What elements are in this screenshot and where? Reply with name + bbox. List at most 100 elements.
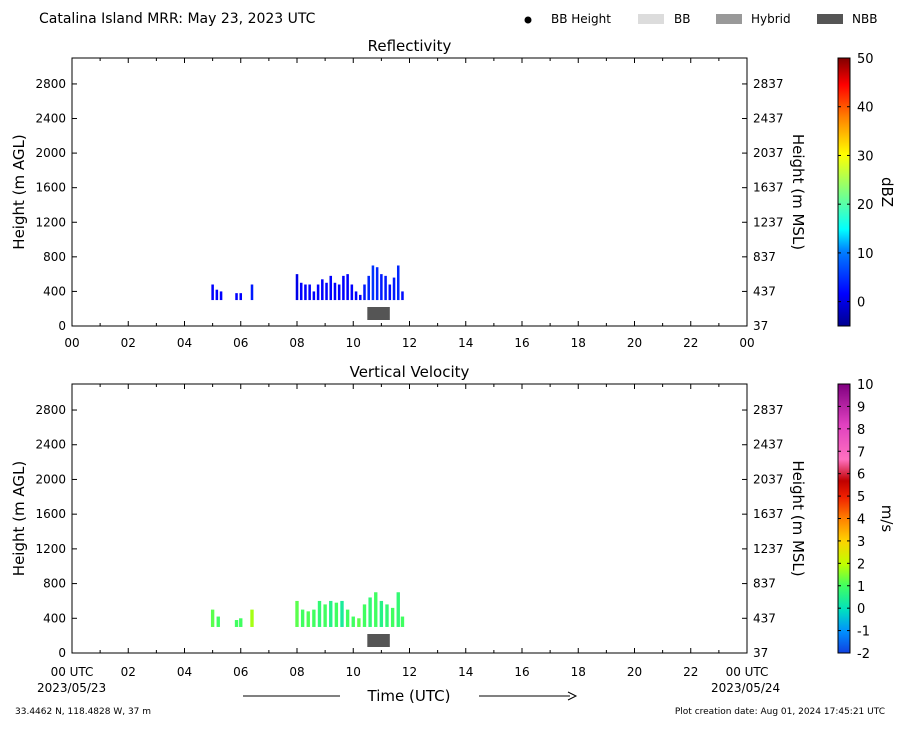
x-tick-label: 18 [571,336,586,350]
echo-column [329,275,333,301]
y-tick-label-right: 1237 [753,215,784,229]
colorbar-tick-label: 9 [857,400,865,415]
x-tick-label: 14 [458,336,473,350]
y-tick-label-right: 837 [753,250,776,264]
echo-column [210,609,215,627]
panel-title: Vertical Velocity [350,363,470,381]
y-tick-label-right: 37 [753,646,768,660]
echo-column [250,609,254,627]
legend-nbb-label: NBB [852,12,877,26]
echo-column [351,616,355,627]
vertical-velocity-panel: Vertical Velocity 0 37 400 437 800 837 1200 1237… [10,363,807,679]
x-tick-label: 18 [571,665,586,679]
echo-column [345,609,350,627]
echo-column [388,284,392,301]
y-tick-label-left: 1200 [35,542,66,556]
y-tick-label-left: 800 [43,250,66,264]
x-tick-label: 08 [289,336,304,350]
echo-column [342,275,345,301]
echo-column [390,607,395,627]
echo-column [346,274,349,301]
echo-column [368,597,372,627]
figure-title: Catalina Island MRR: May 23, 2023 UTC [39,11,316,27]
echo-column [337,284,341,301]
echo-column [329,600,333,627]
x-tick-label: 08 [289,665,304,679]
echo-column [367,275,370,301]
echo-column [312,609,316,627]
x-tick-label: 02 [121,336,136,350]
echo-column [334,602,339,627]
echo-column [325,282,328,301]
reflectivity-colorbar: 0 10 20 30 40 50 dBZ [837,52,896,327]
nbb-indicator-bar [367,307,390,320]
y-tick-label-left: 1600 [35,507,66,521]
colorbar-tick-label: 4 [857,513,865,528]
echo-column [401,291,404,301]
x-tick-label: 00 UTC [726,665,769,679]
colorbar-tick-label: 0 [857,296,865,311]
echo-column [250,284,254,301]
legend-hybrid-swatch [716,14,742,24]
plot-frame [71,57,748,327]
y-tick-label-left: 2800 [35,403,66,417]
bb-legend: BB Height BB Hybrid NBB [524,12,877,26]
y-tick-label-left: 2000 [35,472,66,486]
velocity-colorbar: -2 -1 0 1 2 3 4 5 6 7 8 9 10 m/s [837,378,896,662]
y-tick-label-right: 437 [753,284,776,298]
echo-column [295,274,299,301]
echo-column [333,282,337,301]
y-tick-label-right: 2837 [753,77,784,91]
colorbar-tick-label: -1 [857,625,870,640]
x-tick-label: 10 [346,336,361,350]
echo-column [234,620,239,627]
echo-column [363,284,366,301]
y-tick-label-left: 0 [58,319,66,333]
y-tick-label-right: 2037 [753,472,784,486]
y-tick-label-right: 2837 [753,403,784,417]
colorbar-tick-label: 7 [857,445,865,460]
x-tick-label: 06 [233,336,248,350]
x-tick-label: 14 [458,665,473,679]
y-tick-label-right: 437 [753,611,776,625]
y-tick-label-right: 2437 [753,438,784,452]
echo-column [316,284,320,301]
echo-column [396,592,400,627]
x-tick-label: 00 [739,336,754,350]
echo-column [323,604,327,627]
y-axis-label-left: Height (m AGL) [10,134,28,249]
echo-column [321,279,324,301]
legend-nbb-swatch [817,14,843,24]
legend-bb-height-label: BB Height [551,12,611,26]
start-date-label: 2023/05/23 [37,681,106,695]
echo-column [306,611,310,627]
y-tick-label-left: 400 [43,611,66,625]
echo-column [371,265,375,301]
colorbar-tick-label: -2 [857,647,870,662]
x-tick-label: 04 [177,336,192,350]
x-tick-label: 20 [627,336,642,350]
y-tick-label-left: 1200 [35,215,66,229]
y-tick-label-left: 400 [43,284,66,298]
echo-column [385,604,389,627]
x-tick-label: 20 [627,665,642,679]
legend-bb-label: BB [674,12,690,26]
y-tick-label-left: 1600 [35,181,66,195]
x-tick-label: 00 [64,336,79,350]
y-tick-label-right: 37 [753,319,768,333]
y-tick-label-left: 2400 [35,112,66,126]
y-tick-label-left: 2800 [35,77,66,91]
echo-column [317,600,322,627]
x-tick-label: 22 [683,336,698,350]
echo-column [239,618,243,627]
colorbar-label: dBZ [878,177,896,207]
plot-creation-date: Plot creation date: Aug 01, 2024 17:45:2… [675,707,885,717]
colorbar-tick-label: 20 [857,198,874,213]
echo-column [239,293,243,301]
y-tick-label-right: 2037 [753,146,784,160]
x-tick-label: 10 [346,665,361,679]
echo-column [308,284,311,301]
colorbar-label: m/s [878,505,896,533]
colorbar-tick-label: 30 [857,149,874,164]
